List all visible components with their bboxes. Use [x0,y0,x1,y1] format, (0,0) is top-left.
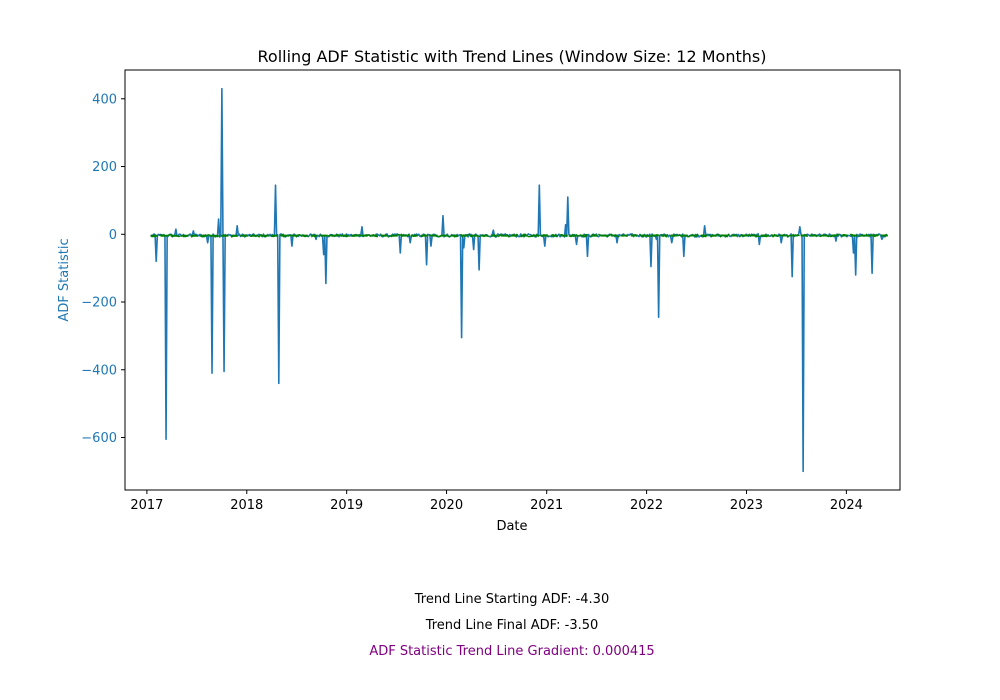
x-tick-label: 2019 [330,498,363,513]
series-layer [150,87,889,473]
trend-gradient-label: ADF Statistic Trend Line Gradient: 0.000… [369,644,654,659]
y-tick-label: −200 [81,296,117,311]
y-axis: 400 200 0 −200 −400 −600 [81,92,125,446]
x-tick-label: 2023 [730,498,763,513]
y-tick-label: 0 [109,228,117,243]
y-tick-label: −600 [81,431,117,446]
x-tick-label: 2018 [230,498,263,513]
plot-area: 2017 2018 2019 2020 2021 2022 2023 2024 400 200 0… [81,69,901,513]
x-tick-label: 2022 [630,498,663,513]
x-tick-label: 2017 [130,498,163,513]
x-tick-label: 2020 [430,498,463,513]
trend-final-label: Trend Line Final ADF: -3.50 [425,618,599,633]
x-tick-label: 2024 [830,498,863,513]
y-tick-label: 400 [92,92,117,107]
x-axis: 2017 2018 2019 2020 2021 2022 2023 2024 [130,490,863,513]
x-axis-label: Date [496,519,527,534]
y-tick-label: 200 [92,160,117,175]
plot-frame [124,69,901,491]
x-tick-label: 2021 [530,498,563,513]
y-tick-label: −400 [81,363,117,378]
y-axis-label: ADF Statistic [57,238,72,321]
trend-start-label: Trend Line Starting ADF: -4.30 [414,592,609,607]
chart-title: Rolling ADF Statistic with Trend Lines (… [258,47,767,66]
